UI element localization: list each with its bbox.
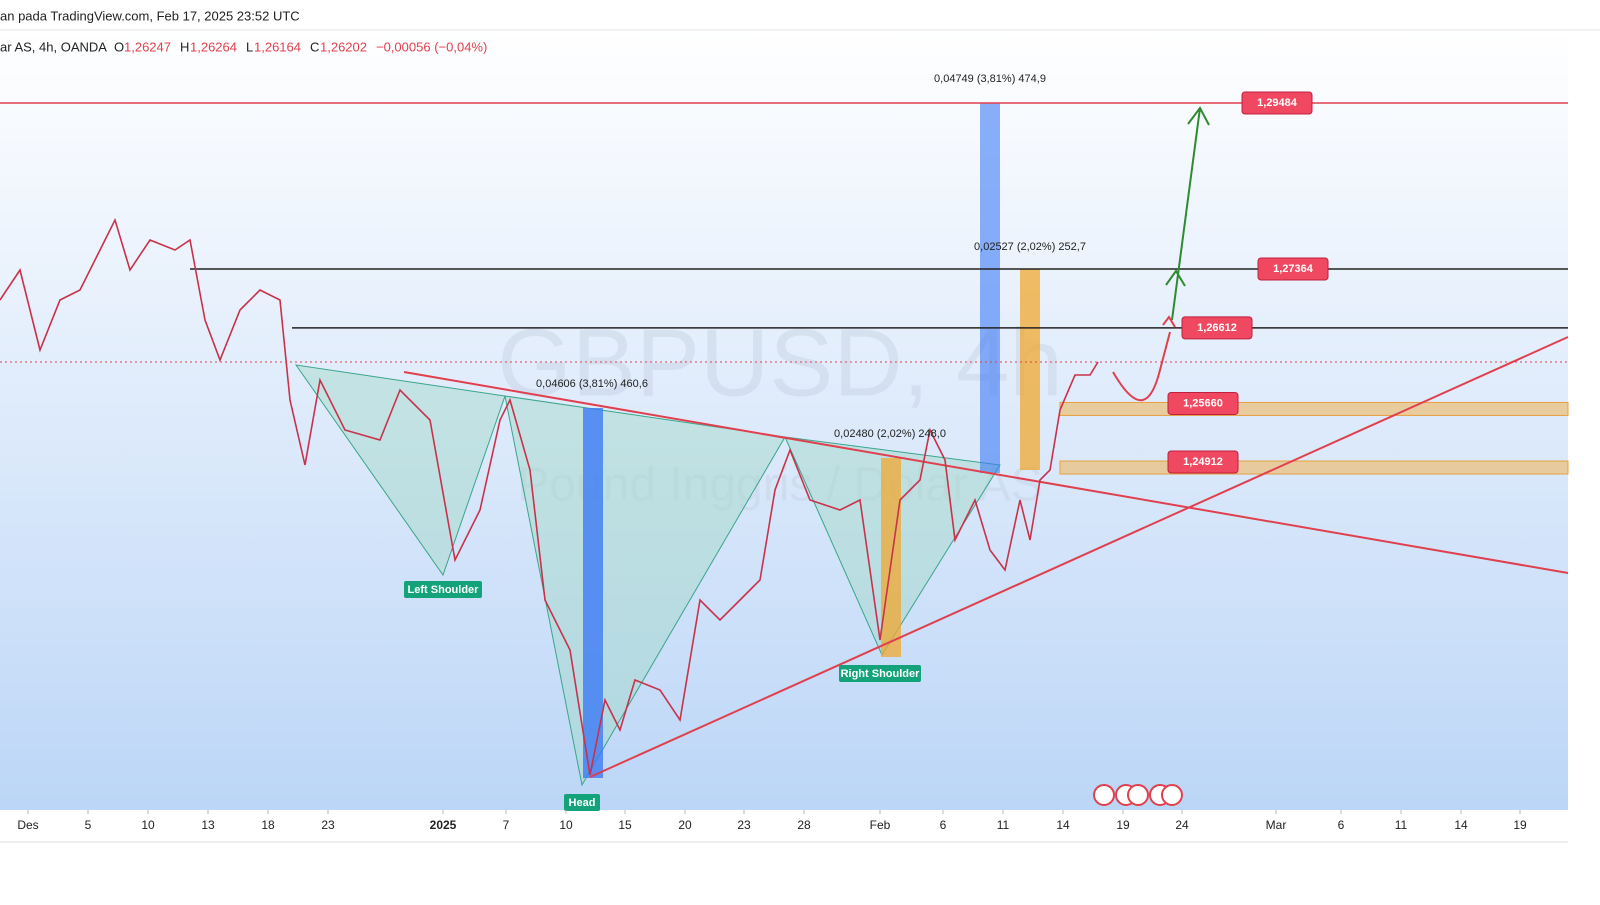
left-shoulder-shape (294, 364, 506, 577)
x-tick-label: 2025 (430, 818, 457, 832)
projected-path (1112, 331, 1171, 402)
x-tick-label: 19 (1116, 818, 1130, 832)
x-tick-label: 6 (1338, 818, 1345, 832)
x-tick-label: 6 (940, 818, 947, 832)
price-tag (1167, 450, 1239, 474)
arrow-head (1165, 106, 1210, 287)
ohlc-key: C (310, 39, 319, 54)
axis-background (0, 810, 1568, 842)
measure-label: 0,02527 (2,02%) 252,7 (974, 241, 1086, 253)
change: −0,00056 (−0,04%) (376, 39, 487, 54)
ohlc-value: 1,26264 (190, 39, 237, 54)
x-tick-label: 11 (1395, 818, 1408, 832)
price-tag (1257, 257, 1329, 281)
ohlc-row: ar AS, 4h, OANDA O 1,26247 H 1,26264 L 1… (0, 39, 487, 54)
price-tag-label: 1,27364 (1273, 263, 1314, 275)
x-tick-label: Feb (870, 818, 891, 832)
trend-lines (403, 336, 1569, 778)
neckline (403, 371, 1569, 574)
right-shoulder-label: Right Shoulder (841, 668, 921, 680)
event-icon (1093, 784, 1115, 806)
measure-label: 0,02480 (2,02%) 248,0 (834, 428, 946, 440)
ohlc-key: H (180, 39, 189, 54)
support-line (589, 336, 1569, 778)
ohlc-value: 1,26247 (124, 39, 171, 54)
price-tag-label: 1,25660 (1183, 397, 1223, 409)
price-tag (1181, 316, 1253, 340)
x-tick-label: 23 (321, 818, 335, 832)
x-tick-label: 20 (678, 818, 692, 832)
event-icons (1093, 784, 1183, 806)
x-tick-label: 10 (559, 818, 573, 832)
measure-box (980, 103, 1000, 473)
arrow-head (1162, 315, 1176, 328)
x-tick-label: 7 (503, 818, 510, 832)
x-tick-label: 24 (1175, 818, 1189, 832)
source-text: an pada TradingView.com, Feb 17, 2025 23… (0, 8, 300, 23)
measure-label: 0,04606 (3,81%) 460,6 (536, 378, 648, 390)
label-box (404, 581, 482, 598)
price-tag-label: 1,29484 (1257, 97, 1298, 109)
ohlc-value: 1,26202 (320, 39, 367, 54)
x-tick-label: Mar (1266, 818, 1287, 832)
x-tick-label: 19 (1513, 818, 1527, 832)
watermark-symbol: GBPUSD, 4h (497, 309, 1063, 416)
price-tag-label: 1,24912 (1183, 456, 1223, 468)
x-tick-label: Des (17, 818, 38, 832)
price-tag (1241, 91, 1313, 115)
projection (1112, 106, 1210, 402)
price-line (0, 217, 1099, 776)
label-box (564, 794, 600, 811)
plot-background (0, 30, 1568, 810)
x-tick-label: 5 (85, 818, 92, 832)
x-tick-label: 28 (797, 818, 811, 832)
event-icon (1161, 784, 1183, 806)
ohlc-value: 1,26164 (254, 39, 301, 54)
price-tag-label: 1,26612 (1197, 322, 1237, 334)
x-tick-label: 11 (997, 818, 1010, 832)
x-tick-label: 13 (201, 818, 215, 832)
label-box (839, 665, 921, 682)
measure-box (583, 408, 603, 778)
ohlc-key: L (246, 39, 253, 54)
left-shoulder-label: Left Shoulder (408, 584, 480, 596)
price-tag (1167, 391, 1239, 415)
ohlc-key: O (114, 39, 124, 54)
measure-label: 0,04749 (3,81%) 474,9 (934, 73, 1046, 85)
head-label: Head (569, 797, 596, 809)
x-tick-label: 18 (261, 818, 275, 832)
x-tick-label: 15 (618, 818, 632, 832)
x-tick-label: 10 (141, 818, 155, 832)
x-tick-label: 14 (1454, 818, 1468, 832)
x-tick-label: 14 (1056, 818, 1070, 832)
x-tick-label: 23 (737, 818, 751, 832)
symbol: ar AS, 4h, OANDA (0, 39, 107, 54)
event-icon (1127, 784, 1149, 806)
projected-path (1171, 107, 1201, 321)
measure-box (1020, 269, 1040, 470)
zone (1059, 401, 1569, 416)
zone (1059, 460, 1569, 475)
labels: Left Shoulder Head Right Shoulder 0,0460… (404, 73, 1086, 811)
